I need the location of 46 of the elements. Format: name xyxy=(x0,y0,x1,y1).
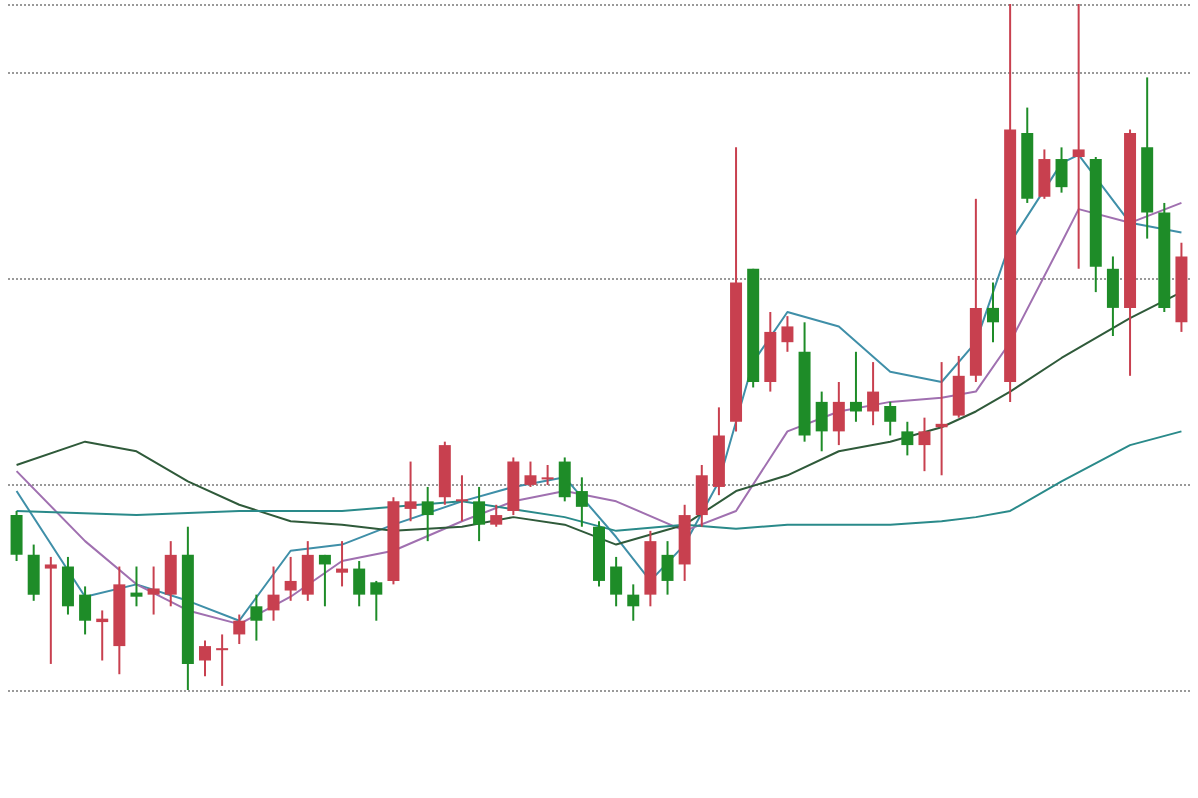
candlestick xyxy=(353,560,366,608)
candlestick xyxy=(10,509,23,563)
candlestick xyxy=(199,639,211,678)
candlestick xyxy=(250,593,263,642)
candlestick xyxy=(901,420,914,457)
candlestick xyxy=(27,543,40,602)
candlestick xyxy=(558,456,571,503)
candlestick xyxy=(849,350,862,423)
candlestick xyxy=(832,380,845,447)
candlestick xyxy=(61,555,74,616)
candlestick xyxy=(815,390,828,453)
candlestick xyxy=(1055,146,1068,194)
candlestick xyxy=(473,485,486,543)
candlestick xyxy=(164,540,177,608)
candlestick xyxy=(1038,148,1051,200)
candlestick xyxy=(130,565,143,608)
candlestick xyxy=(301,540,314,602)
candlestick xyxy=(455,474,468,523)
candlestick xyxy=(1072,3,1085,270)
candlestick xyxy=(695,463,708,528)
candlestick xyxy=(318,553,331,608)
candlestick xyxy=(421,485,434,543)
candlestick xyxy=(370,579,383,622)
candlestick xyxy=(987,281,999,344)
candlestick xyxy=(918,416,931,473)
candlestick xyxy=(541,463,554,486)
candlestick xyxy=(44,555,57,665)
candlestick xyxy=(781,315,794,353)
candlestick xyxy=(1106,255,1119,338)
candlestick xyxy=(267,565,280,622)
candlestick xyxy=(661,540,674,596)
candlestick xyxy=(336,540,349,588)
candlestick xyxy=(147,565,160,616)
candlestick xyxy=(575,476,588,528)
candlestick xyxy=(884,400,897,437)
candlestick xyxy=(610,555,623,608)
candlestick xyxy=(490,503,503,528)
candlestick xyxy=(404,460,417,523)
candlestick xyxy=(216,633,229,687)
candlestick xyxy=(627,583,640,622)
candlestick xyxy=(79,585,92,636)
candlestick xyxy=(524,460,537,488)
candlestick xyxy=(867,361,880,427)
candlestick xyxy=(233,613,246,646)
candlestick xyxy=(952,354,965,419)
candlestick xyxy=(284,555,297,602)
